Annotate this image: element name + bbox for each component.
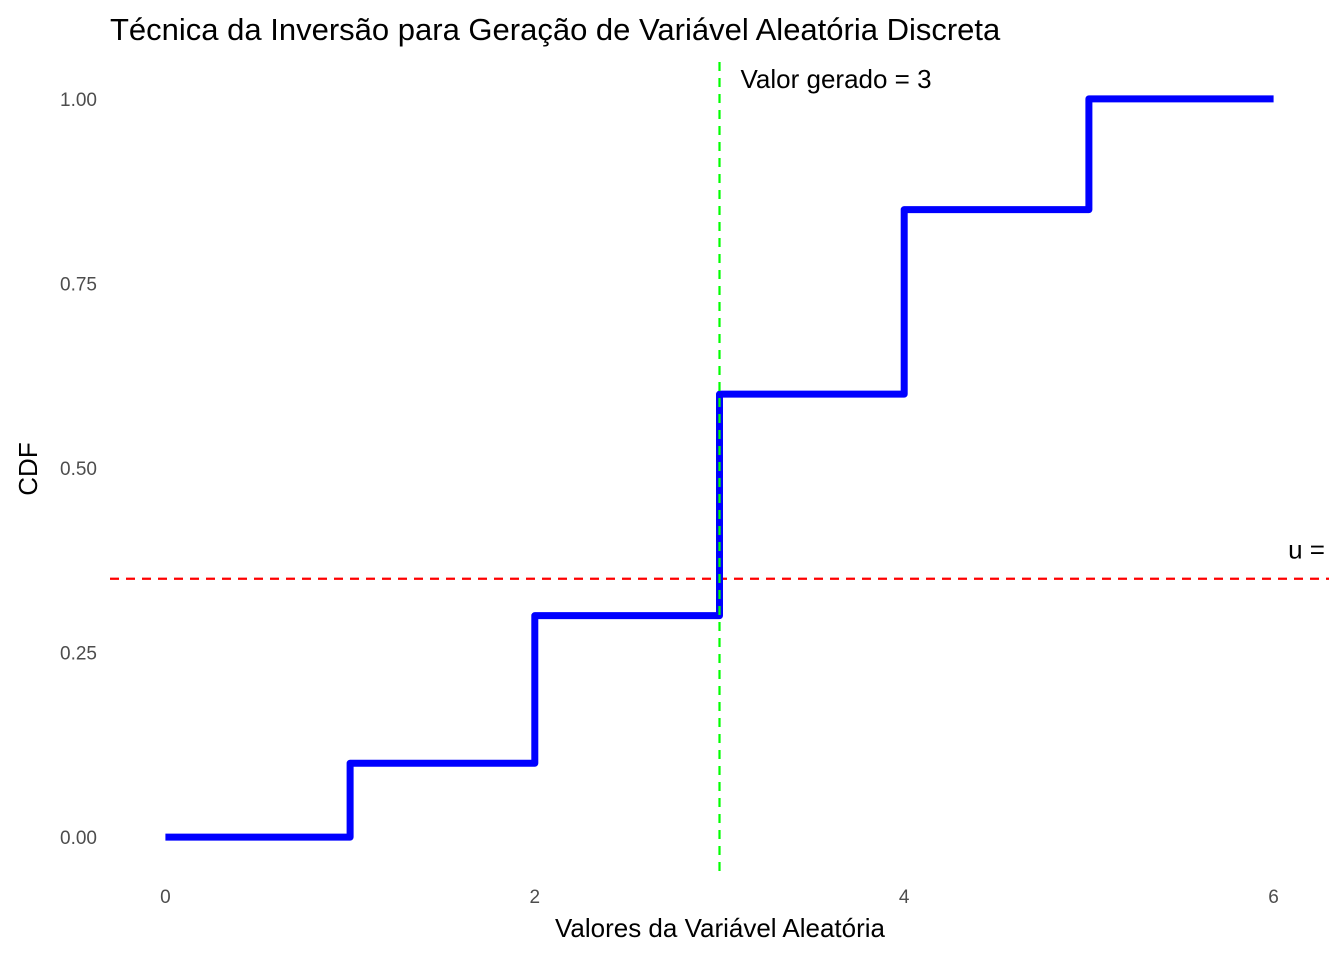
y-tick-label: 0.75 xyxy=(60,274,97,295)
y-tick-label: 0.25 xyxy=(60,644,97,665)
generated-value-label: Valor gerado = 3 xyxy=(741,64,932,94)
y-tick-label: 0.50 xyxy=(60,459,97,480)
chart-title: Técnica da Inversão para Geração de Vari… xyxy=(110,12,1001,47)
x-tick-label: 6 xyxy=(1268,887,1279,908)
y-axis-ticks: 0.00 0.25 0.50 0.75 1.00 xyxy=(60,90,97,849)
y-tick-label: 1.00 xyxy=(60,90,97,111)
u-label: u = xyxy=(1288,535,1325,565)
y-axis-title: CDF xyxy=(13,442,43,495)
x-tick-label: 0 xyxy=(160,887,171,908)
y-tick-label: 0.00 xyxy=(60,828,97,849)
cdf-step-series xyxy=(165,95,1274,841)
x-axis-ticks: 0 2 4 6 xyxy=(160,887,1279,908)
x-tick-label: 4 xyxy=(899,887,910,908)
x-axis-title: Valores da Variável Aleatória xyxy=(555,913,886,943)
x-tick-label: 2 xyxy=(530,887,541,908)
